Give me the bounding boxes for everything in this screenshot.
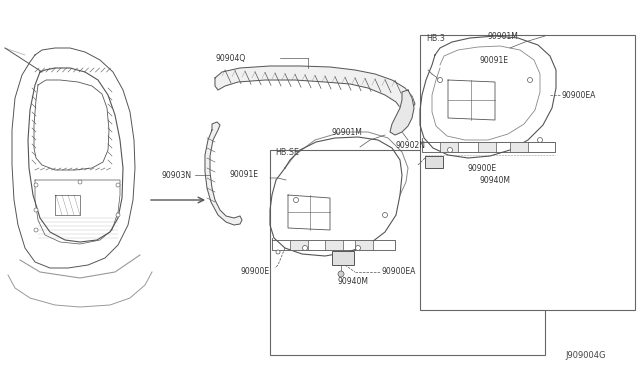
Text: 90900E: 90900E: [468, 164, 497, 173]
Text: 90900EA: 90900EA: [562, 90, 596, 99]
Circle shape: [527, 77, 532, 83]
Bar: [355, 240, 373, 250]
Text: 90904Q: 90904Q: [215, 54, 245, 62]
Bar: [478, 142, 496, 152]
Text: 90900E: 90900E: [241, 267, 270, 276]
Text: 90902N: 90902N: [395, 141, 425, 150]
Circle shape: [538, 138, 543, 142]
Text: HB.SE: HB.SE: [275, 148, 299, 157]
Text: 90091E: 90091E: [229, 170, 258, 179]
Circle shape: [447, 148, 452, 153]
Polygon shape: [215, 66, 415, 112]
Bar: [510, 142, 528, 152]
Circle shape: [34, 183, 38, 187]
Bar: [332, 251, 354, 265]
Text: 90903N: 90903N: [162, 170, 192, 180]
Circle shape: [116, 183, 120, 187]
Text: 90940M: 90940M: [338, 278, 369, 286]
Text: 90900EA: 90900EA: [381, 267, 415, 276]
Circle shape: [276, 250, 280, 254]
Circle shape: [116, 213, 120, 217]
Circle shape: [355, 246, 360, 250]
Text: J909004G: J909004G: [565, 350, 605, 359]
Bar: [270, 150, 545, 355]
Text: 90091E: 90091E: [480, 55, 509, 64]
Bar: [325, 240, 343, 250]
Circle shape: [303, 246, 307, 250]
Polygon shape: [390, 90, 414, 135]
Text: 90940M: 90940M: [480, 176, 511, 185]
Bar: [425, 156, 443, 168]
Bar: [290, 240, 308, 250]
Bar: [440, 142, 458, 152]
Text: 90901M: 90901M: [332, 128, 363, 137]
Circle shape: [438, 77, 442, 83]
Circle shape: [338, 271, 344, 277]
Text: 90901M: 90901M: [488, 32, 519, 41]
Circle shape: [34, 208, 38, 212]
Bar: [420, 35, 635, 310]
Polygon shape: [205, 122, 242, 225]
Circle shape: [294, 198, 298, 202]
Circle shape: [78, 180, 82, 184]
Circle shape: [34, 228, 38, 232]
Circle shape: [383, 212, 387, 218]
Text: HB.3: HB.3: [426, 33, 445, 42]
